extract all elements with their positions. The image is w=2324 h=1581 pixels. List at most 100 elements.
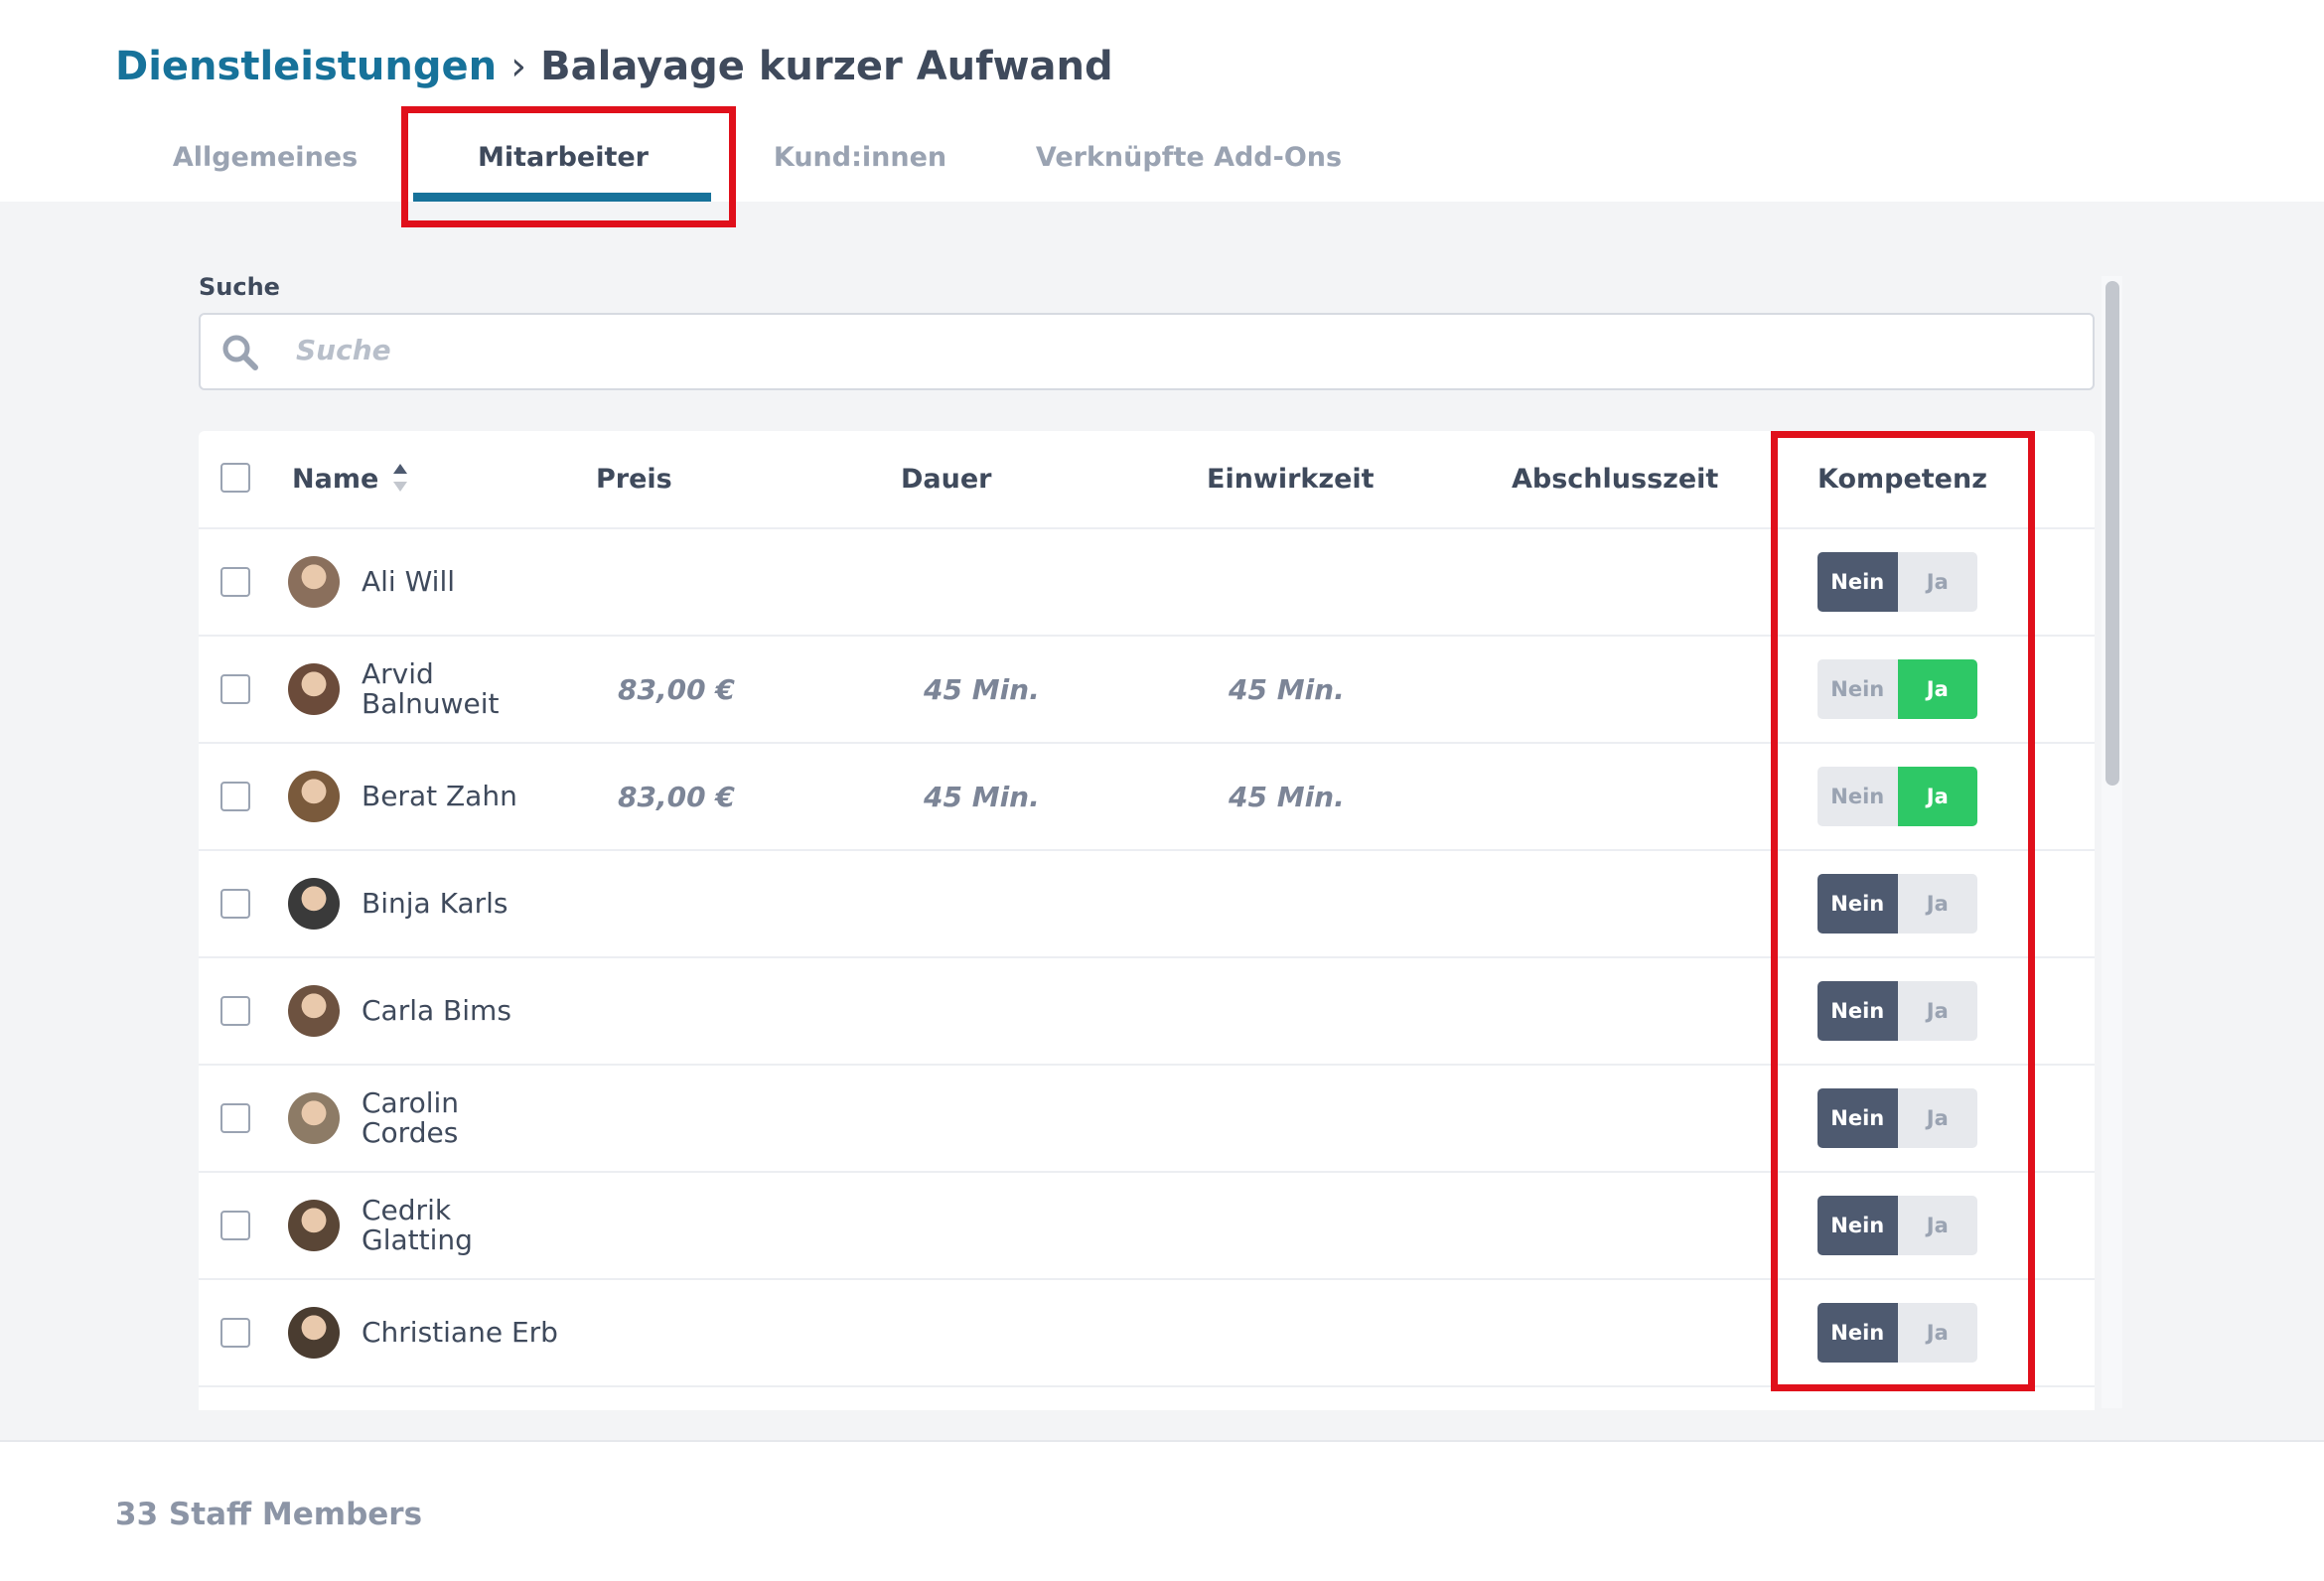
table-row: Ali Will Nein Ja: [199, 527, 2095, 635]
tab[interactable]: Allgemeines: [172, 142, 359, 173]
toggle-option-yes[interactable]: Ja: [1897, 1196, 1977, 1255]
search-label: Suche: [199, 273, 280, 301]
cell-value: 45 Min.: [1229, 781, 1345, 813]
scrollbar-thumb[interactable]: [2106, 281, 2119, 786]
row-checkbox[interactable]: [220, 996, 250, 1026]
staff-name: Christiane Erb: [362, 1280, 560, 1385]
footer: 33 Staff Members: [0, 1440, 2324, 1581]
sort-icon[interactable]: [391, 461, 409, 495]
row-checkbox[interactable]: [220, 567, 250, 597]
row-checkbox[interactable]: [220, 889, 250, 919]
header: Dienstleistungen › Balayage kurzer Aufwand…: [0, 0, 2324, 202]
toggle-option-yes[interactable]: Ja: [1897, 1303, 1977, 1363]
row-checkbox[interactable]: [220, 1103, 250, 1133]
toggle-option-no[interactable]: Nein: [1817, 874, 1898, 934]
competence-toggle[interactable]: Nein Ja: [1817, 1303, 1977, 1363]
staff-name: Berat Zahn: [362, 744, 560, 849]
column-header: Kompetenz: [1817, 464, 1987, 495]
toggle-option-no[interactable]: Nein: [1817, 552, 1898, 612]
column-header: Preis: [596, 464, 672, 495]
toggle-option-no[interactable]: Nein: [1817, 1303, 1898, 1363]
cell-value: 45 Min.: [924, 673, 1040, 706]
table-row: Arvid Balnuweit 83,00 € 45 Min. 45 Min. Nein…: [199, 635, 2095, 742]
toggle-option-no[interactable]: Nein: [1817, 981, 1898, 1041]
select-all-checkbox[interactable]: [220, 463, 250, 493]
staff-name-text: Carolin Cordes: [362, 1086, 460, 1149]
table-row: Carla Bims Nein Ja: [199, 956, 2095, 1064]
avatar: [288, 1200, 340, 1251]
staff-name: Binja Karls: [362, 851, 560, 956]
breadcrumb-parent[interactable]: Dienstleistungen: [115, 44, 498, 89]
staff-count: 33 Staff Members: [115, 1497, 423, 1532]
competence-toggle[interactable]: Nein Ja: [1817, 1088, 1977, 1148]
search-icon: [222, 335, 258, 370]
table-row: Carolin Cordes Nein Ja: [199, 1064, 2095, 1171]
tab[interactable]: Kund:innen: [773, 142, 947, 173]
avatar: [288, 1092, 340, 1144]
highlight-box: [1771, 431, 2035, 1391]
tab-underline: [413, 193, 711, 202]
staff-name: Cedrik Glatting: [362, 1173, 560, 1278]
table-row: Christiane Erb Nein Ja: [199, 1278, 2095, 1385]
avatar: [288, 878, 340, 930]
competence-toggle[interactable]: Nein Ja: [1817, 767, 1977, 826]
highlight-box: [401, 106, 736, 227]
staff-name: Carla Bims: [362, 958, 560, 1064]
toggle-option-yes[interactable]: Ja: [1897, 552, 1977, 612]
column-header: Einwirkzeit: [1207, 464, 1375, 495]
table-row: Binja Karls Nein Ja: [199, 849, 2095, 956]
avatar: [288, 663, 340, 715]
competence-toggle[interactable]: Nein Ja: [1817, 1196, 1977, 1255]
column-header[interactable]: Name: [292, 464, 379, 495]
toggle-option-yes[interactable]: Ja: [1897, 1088, 1977, 1148]
toggle-option-yes[interactable]: Ja: [1897, 659, 1977, 719]
staff-name: Arvid Balnuweit: [362, 637, 560, 742]
staff-name-text: Berat Zahn: [362, 780, 517, 812]
cell-value: 45 Min.: [924, 781, 1040, 813]
toggle-option-yes[interactable]: Ja: [1897, 767, 1977, 826]
competence-toggle[interactable]: Nein Ja: [1817, 874, 1977, 934]
cell-value: 45 Min.: [1229, 673, 1345, 706]
breadcrumb: Dienstleistungen › Balayage kurzer Aufwand: [115, 44, 1113, 89]
cell-value: 83,00 €: [618, 781, 735, 813]
breadcrumb-separator: ›: [510, 44, 527, 89]
staff-name-text: Arvid Balnuweit: [362, 657, 500, 720]
search-placeholder: Suche: [296, 334, 391, 366]
staff-name: Ali Will: [362, 529, 560, 635]
toggle-option-yes[interactable]: Ja: [1897, 874, 1977, 934]
table-row: Berat Zahn 83,00 € 45 Min. 45 Min. Nein Ja: [199, 742, 2095, 849]
row-checkbox[interactable]: [220, 1211, 250, 1240]
competence-toggle[interactable]: Nein Ja: [1817, 552, 1977, 612]
table-row: [199, 1385, 2095, 1410]
row-checkbox[interactable]: [220, 674, 250, 704]
breadcrumb-current: Balayage kurzer Aufwand: [540, 44, 1113, 89]
toggle-option-no[interactable]: Nein: [1817, 1196, 1898, 1255]
avatar: [288, 985, 340, 1037]
staff-name-text: Cedrik Glatting: [362, 1194, 473, 1256]
competence-toggle[interactable]: Nein Ja: [1817, 981, 1977, 1041]
tab[interactable]: Mitarbeiter: [478, 142, 649, 173]
search-input[interactable]: Suche: [199, 313, 2095, 390]
toggle-option-yes[interactable]: Ja: [1897, 981, 1977, 1041]
staff-name: Carolin Cordes: [362, 1066, 560, 1171]
toggle-option-no[interactable]: Nein: [1817, 659, 1898, 719]
staff-name-text: Ali Will: [362, 565, 456, 598]
staff-name-text: Carla Bims: [362, 994, 511, 1027]
table-row: Cedrik Glatting Nein Ja: [199, 1171, 2095, 1278]
competence-toggle[interactable]: Nein Ja: [1817, 659, 1977, 719]
column-header: Abschlusszeit: [1512, 464, 1719, 495]
column-header: Dauer: [901, 464, 992, 495]
staff-name-text: Binja Karls: [362, 887, 508, 920]
cell-value: 83,00 €: [618, 673, 735, 706]
tab[interactable]: Verknüpfte Add-Ons: [1035, 142, 1343, 173]
staff-table: Name Preis Dauer Einwirkzeit Abschlusszeit Ko…: [199, 431, 2095, 1410]
avatar: [288, 1307, 340, 1359]
avatar: [288, 771, 340, 822]
toggle-option-no[interactable]: Nein: [1817, 767, 1898, 826]
avatar: [288, 556, 340, 608]
staff-name-text: Christiane Erb: [362, 1316, 558, 1349]
row-checkbox[interactable]: [220, 1318, 250, 1348]
row-checkbox[interactable]: [220, 782, 250, 811]
toggle-option-no[interactable]: Nein: [1817, 1088, 1898, 1148]
